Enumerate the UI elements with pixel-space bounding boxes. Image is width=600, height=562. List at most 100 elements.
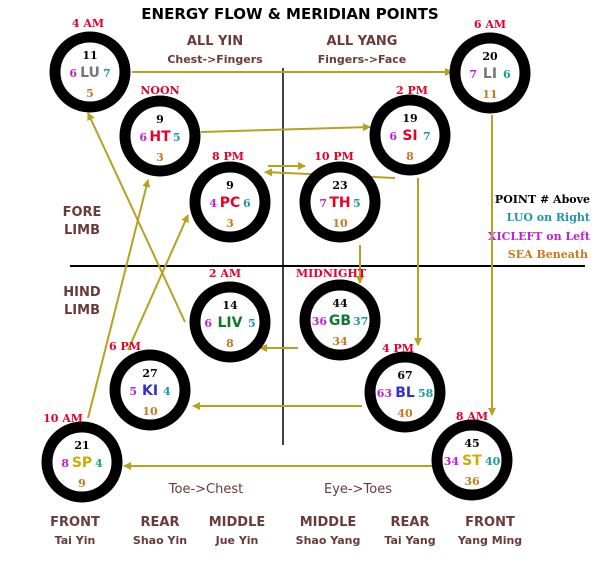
point-lu: 11 (82, 49, 97, 62)
point-liv: 14 (222, 299, 238, 312)
xicleft-th: 7 (319, 197, 327, 210)
time-ht: NOON (140, 84, 179, 97)
legend-xicleft: XICLEFT on Left (488, 230, 591, 243)
time-st: 8 AM (456, 410, 488, 423)
name-si: SI (402, 128, 417, 144)
fore-limb-label-2: LIMB (64, 223, 100, 238)
point-ki: 27 (142, 367, 157, 380)
column-sub-4: Shao Yang (296, 534, 361, 547)
fore-limb-label-1: FORE (63, 205, 102, 220)
column-sub-1: Tai Yin (55, 534, 96, 547)
luo-li: 6 (503, 68, 511, 81)
column-labels: FRONT Tai Yin REAR Shao Yin MIDDLE Jue Yin MID… (50, 515, 522, 547)
time-pc: 8 PM (212, 150, 244, 163)
sea-lu: 5 (86, 87, 94, 100)
ring-bl (364, 351, 446, 433)
name-liv: LIV (218, 315, 243, 331)
luo-th: 5 (353, 197, 361, 210)
ring-st (431, 419, 513, 501)
name-pc: PC (220, 195, 241, 211)
eye-toes-label: Eye->Toes (324, 482, 392, 497)
column-name-3: MIDDLE (209, 515, 266, 530)
meridian-li: 6 AM 20 LI 7 6 11 (449, 18, 531, 114)
meridian-ht: NOON 9 HT6 53 (119, 84, 201, 177)
column-name-1: FRONT (50, 515, 100, 530)
ring-lu (49, 31, 131, 113)
name-sp: SP (72, 455, 92, 471)
name-li: LI (483, 66, 497, 82)
ring-si (369, 94, 451, 176)
time-gb: MIDNIGHT (296, 267, 367, 280)
time-sp: 10 AM (43, 412, 83, 425)
meridian-pc: 8 PM 9 PC4 63 (189, 150, 271, 243)
time-si: 2 PM (396, 84, 428, 97)
xicleft-pc: 4 (209, 197, 217, 210)
xicleft-gb: 36 (312, 315, 328, 328)
fingers-face-label: Fingers->Face (318, 53, 406, 66)
luo-ht: 5 (173, 131, 181, 144)
sea-sp: 9 (78, 477, 86, 490)
ring-liv (189, 281, 271, 363)
name-th: TH (329, 195, 350, 211)
legend-point: POINT # Above (495, 193, 590, 206)
time-ki: 6 PM (109, 340, 141, 353)
column-sub-3: Jue Yin (215, 534, 259, 547)
name-gb: GB (329, 313, 351, 329)
time-liv: 2 AM (209, 267, 241, 280)
point-li: 20 (482, 50, 498, 63)
xicleft-bl: 63 (377, 387, 392, 400)
meridian-si: 2 PM 19 SI 6 78 (369, 84, 451, 176)
ring-ht (119, 95, 201, 177)
arrow-ki-to-pc (127, 214, 189, 351)
meridian-lu: 4 AM 11 LU6 75 (49, 17, 131, 113)
name-ki: KI (142, 383, 158, 399)
column-sub-6: Yang Ming (457, 534, 522, 547)
sea-ht: 3 (156, 151, 164, 164)
point-gb: 44 (332, 297, 348, 310)
column-sub-2: Shao Yin (133, 534, 187, 547)
name-bl: BL (395, 385, 415, 401)
time-li: 6 AM (474, 18, 506, 31)
meridian-ki: 6 PM 27 KI 5 4 10 (109, 340, 191, 431)
xicleft-sp: 8 (61, 457, 69, 470)
time-th: 10 PM (314, 150, 354, 163)
column-name-4: MIDDLE (300, 515, 357, 530)
column-name-6: FRONT (465, 515, 515, 530)
xicleft-liv: 6 (204, 317, 212, 330)
luo-lu: 7 (103, 67, 111, 80)
point-sp: 21 (74, 439, 89, 452)
name-ht: HT (149, 129, 171, 145)
ring-sp (41, 421, 123, 503)
legend-luo: LUO on Right (507, 211, 591, 224)
point-st: 45 (464, 437, 479, 450)
sea-ki: 10 (142, 405, 158, 418)
hind-limb-label-1: HIND (63, 285, 101, 300)
sea-bl: 40 (397, 407, 413, 420)
ring-gb (299, 279, 381, 361)
chest-fingers-label: Chest->Fingers (167, 53, 263, 66)
sea-pc: 3 (226, 217, 234, 230)
xicleft-st: 34 (444, 455, 460, 468)
point-th: 23 (332, 179, 347, 192)
time-bl: 4 PM (382, 342, 414, 355)
ring-li (449, 32, 531, 114)
sea-liv: 8 (226, 337, 234, 350)
sea-si: 8 (406, 150, 414, 163)
sea-th: 10 (332, 217, 348, 230)
point-bl: 67 (397, 369, 412, 382)
arrow-liv-to-lu (87, 112, 186, 323)
all-yang-label: ALL YANG (327, 34, 398, 49)
luo-sp: 4 (95, 457, 103, 470)
xicleft-li: 7 (469, 68, 477, 81)
arrow-ht-to-si (200, 123, 371, 133)
hind-limb-label-2: LIMB (64, 303, 100, 318)
diagram-title: ENERGY FLOW & MERIDIAN POINTS (141, 5, 438, 23)
xicleft-ki: 5 (129, 385, 137, 398)
all-yin-label: ALL YIN (187, 34, 243, 49)
column-name-2: REAR (141, 515, 180, 530)
